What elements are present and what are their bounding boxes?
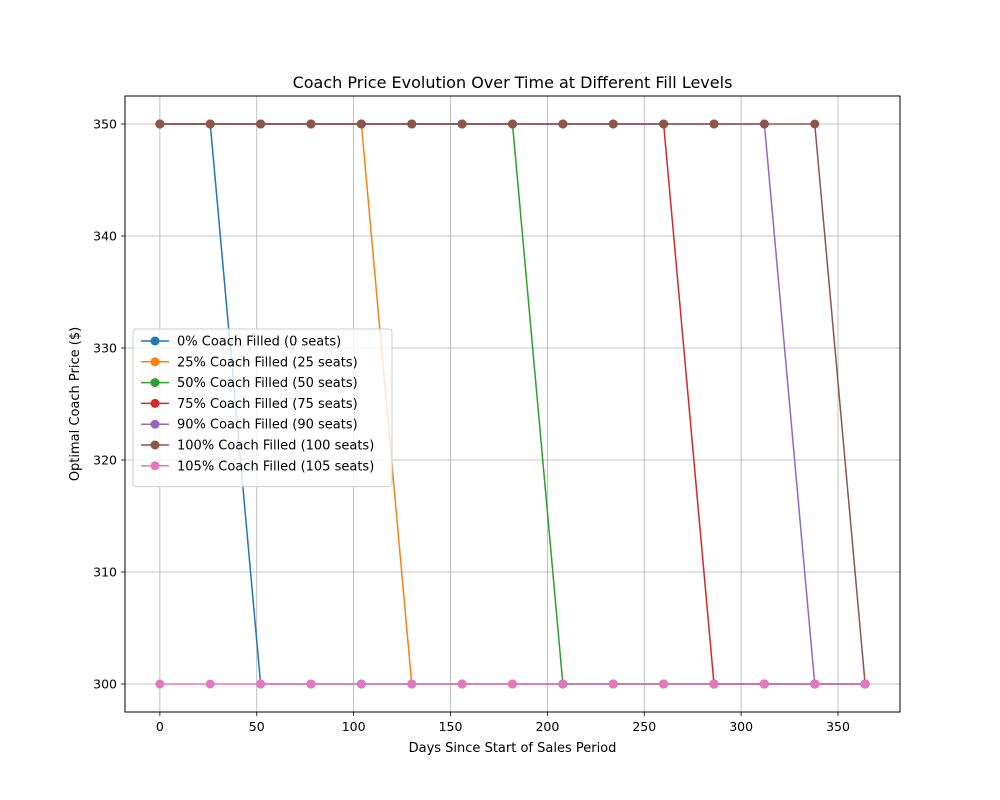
chart-title: Coach Price Evolution Over Time at Diffe… — [293, 73, 733, 92]
data-point — [306, 679, 316, 689]
x-tick-label: 100 — [342, 719, 366, 734]
legend-label: 75% Coach Filled (75 seats) — [177, 397, 358, 412]
legend-marker — [150, 336, 160, 346]
x-tick-label: 350 — [826, 719, 850, 734]
data-point — [558, 119, 568, 129]
data-point — [608, 119, 618, 129]
y-tick-label: 300 — [93, 677, 117, 692]
data-point — [356, 679, 366, 689]
data-point — [608, 679, 618, 689]
x-tick-label: 150 — [439, 719, 463, 734]
x-tick-label: 50 — [249, 719, 265, 734]
data-point — [759, 119, 769, 129]
legend-label: 0% Coach Filled (0 seats) — [177, 335, 341, 350]
legend-item: 75% Coach Filled (75 seats) — [141, 397, 358, 412]
x-tick-label: 0 — [156, 719, 164, 734]
series-5 — [155, 119, 870, 689]
legend-item: 50% Coach Filled (50 seats) — [141, 376, 358, 391]
data-point — [508, 679, 517, 689]
y-axis-label: Optimal Coach Price ($) — [68, 327, 83, 481]
legend-label: 105% Coach Filled (105 seats) — [177, 459, 374, 474]
y-tick-label: 330 — [93, 341, 117, 356]
legend-marker — [150, 461, 160, 471]
legend-item: 105% Coach Filled (105 seats) — [141, 459, 374, 474]
data-point — [457, 119, 467, 129]
data-point — [256, 119, 266, 129]
x-tick-label: 300 — [729, 719, 753, 734]
data-point — [558, 679, 568, 689]
data-point — [155, 679, 165, 689]
y-tick-label: 320 — [93, 453, 117, 468]
ticks: 0 50 100 150 200 250 300 350 300 310 320 330 340 350 — [93, 117, 850, 735]
data-point — [155, 119, 165, 129]
legend-label: 100% Coach Filled (100 seats) — [177, 439, 374, 454]
legend-item: 0% Coach Filled (0 seats) — [141, 335, 341, 350]
legend-item: 25% Coach Filled (25 seats) — [141, 355, 358, 370]
x-axis-label: Days Since Start of Sales Period — [409, 741, 617, 756]
data-point — [759, 679, 769, 689]
legend-label: 50% Coach Filled (50 seats) — [177, 376, 358, 391]
axes-frame — [124, 95, 901, 713]
legend-item: 90% Coach Filled (90 seats) — [141, 418, 358, 433]
x-tick-label: 250 — [632, 719, 656, 734]
data-point — [659, 679, 669, 689]
y-tick-label: 350 — [93, 117, 117, 132]
data-point — [457, 679, 467, 689]
data-point — [810, 679, 820, 689]
data-point — [205, 679, 215, 689]
data-point — [407, 119, 417, 129]
legend-marker — [150, 378, 160, 388]
data-point — [356, 119, 366, 129]
y-tick-label: 340 — [93, 229, 117, 244]
data-point — [709, 119, 719, 129]
legend-marker — [150, 357, 160, 367]
series-6 — [155, 679, 870, 689]
y-tick-label: 310 — [93, 565, 117, 580]
data-point — [205, 119, 215, 129]
data-point — [256, 679, 266, 689]
legend: 0% Coach Filled (0 seats) 25% Coach Fille… — [132, 328, 393, 488]
data-point — [709, 679, 719, 689]
legend-marker — [150, 398, 160, 408]
legend-item: 100% Coach Filled (100 seats) — [141, 439, 374, 454]
legend-marker — [150, 419, 160, 429]
series-layer — [155, 119, 870, 689]
data-point — [306, 119, 316, 129]
legend-box — [132, 328, 393, 488]
x-tick-label: 200 — [535, 719, 559, 734]
data-point — [860, 679, 870, 689]
data-point — [659, 119, 669, 129]
data-point — [810, 119, 820, 129]
legend-marker — [150, 440, 160, 450]
data-point — [407, 679, 417, 689]
data-point — [508, 119, 517, 129]
legend-label: 25% Coach Filled (25 seats) — [177, 355, 358, 370]
legend-label: 90% Coach Filled (90 seats) — [177, 418, 358, 433]
